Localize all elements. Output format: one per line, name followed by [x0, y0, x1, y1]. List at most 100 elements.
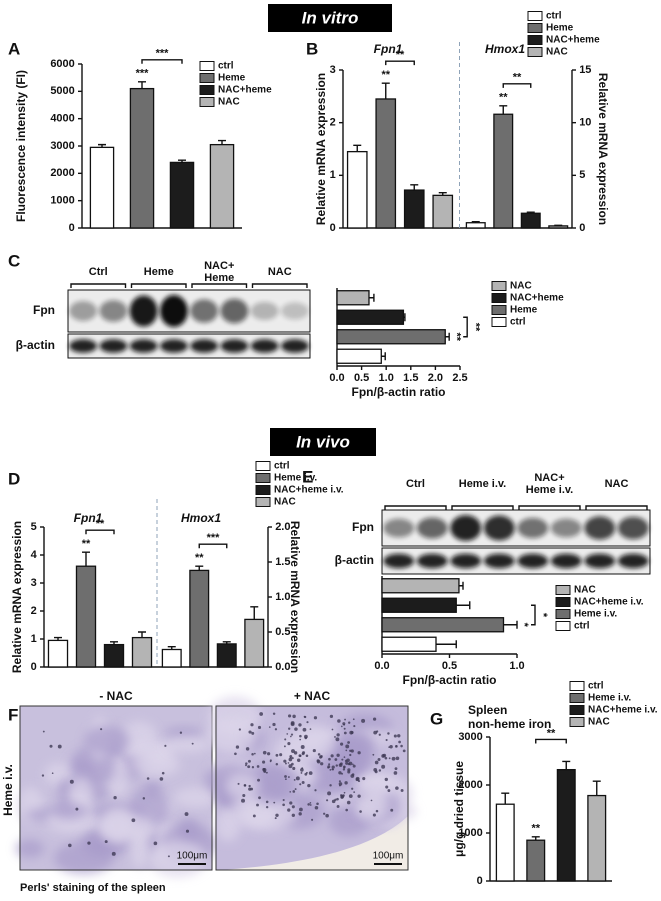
iron-deposit — [245, 764, 247, 767]
iron-deposit — [345, 808, 348, 812]
error-bar — [554, 224, 563, 227]
iron-deposit — [304, 736, 308, 740]
error-bar — [403, 313, 406, 322]
iron-deposit — [393, 734, 397, 738]
significance-label: ** — [499, 92, 508, 104]
error-bar — [410, 184, 419, 191]
iron-deposit — [68, 843, 72, 848]
tissue-texture — [53, 841, 114, 875]
iron-deposit — [352, 763, 354, 766]
y-tick-label: 10 — [579, 117, 591, 129]
legend-label: NAC — [510, 281, 532, 292]
iron-deposit — [361, 718, 366, 723]
iron-deposit — [262, 760, 266, 764]
legend-swatch — [555, 585, 571, 595]
iron-deposit — [287, 762, 290, 764]
blot-row-label: Fpn — [33, 303, 55, 317]
legend-swatch — [491, 281, 507, 291]
blot-band — [550, 553, 582, 569]
iron-deposit — [262, 750, 267, 755]
column-label: + NAC — [294, 689, 331, 703]
iron-deposit — [343, 727, 346, 730]
iron-deposit — [335, 737, 340, 742]
iron-deposit — [289, 801, 293, 805]
iron-deposit — [400, 744, 403, 748]
blot-band — [416, 517, 448, 539]
iron-deposit — [345, 761, 349, 765]
iron-deposit — [237, 782, 240, 785]
iron-deposit — [342, 722, 346, 726]
iron-deposit — [317, 753, 321, 756]
iron-deposit — [353, 725, 356, 728]
iron-deposit — [299, 783, 302, 786]
error-bar — [503, 620, 518, 629]
y-tick-label: 4000 — [50, 113, 74, 125]
bar — [129, 87, 155, 229]
iron-deposit — [265, 805, 269, 809]
iron-deposit — [388, 746, 390, 748]
bar — [216, 643, 237, 668]
significance-label: ** — [96, 518, 105, 530]
legend-swatch — [255, 461, 271, 471]
chart-title: non-heme iron — [468, 717, 551, 731]
tissue-texture — [53, 803, 88, 819]
iron-deposit — [331, 728, 334, 731]
iron-deposit — [299, 807, 303, 812]
y-tick-label: 0 — [69, 222, 75, 234]
bar — [89, 146, 115, 229]
group-label: Hmox1 — [181, 511, 221, 525]
iron-deposit — [390, 808, 394, 812]
iron-deposit — [238, 728, 242, 731]
iron-deposit — [344, 759, 348, 763]
bar — [103, 643, 125, 668]
iron-deposit — [51, 772, 54, 775]
iron-deposit — [253, 752, 256, 755]
lane-label: Heme — [204, 272, 234, 284]
axis-title: Relative mRNA expression — [288, 521, 302, 673]
legend-label: Heme — [510, 305, 538, 316]
iron-deposit — [351, 787, 354, 790]
blot-band — [584, 553, 616, 569]
error-bar — [592, 780, 601, 796]
iron-deposit — [387, 732, 390, 735]
axis-title: μg/g dried tissue — [452, 761, 466, 857]
lane-label: NAC+ — [534, 472, 564, 484]
iron-deposit — [289, 791, 292, 793]
y-tick-label: 4 — [31, 549, 38, 561]
bar — [336, 348, 382, 364]
bar — [381, 617, 505, 633]
iron-deposit — [385, 738, 388, 742]
bar — [526, 839, 546, 882]
iron-deposit — [300, 768, 304, 772]
blot-band — [250, 339, 279, 353]
iron-deposit — [345, 744, 350, 749]
iron-deposit — [382, 753, 387, 758]
iron-deposit — [304, 772, 308, 776]
error-bar — [167, 646, 176, 650]
panel-letter: C — [8, 251, 20, 270]
iron-deposit — [375, 809, 379, 813]
blot-band — [280, 302, 309, 320]
legend-swatch — [569, 693, 585, 703]
error-bar — [458, 581, 464, 590]
y-tick-label: 2000 — [458, 779, 482, 791]
iron-deposit — [146, 777, 150, 780]
row-label: Heme i.v. — [1, 764, 15, 816]
axis-title: Relative mRNA expression — [596, 73, 610, 225]
axis-title: Fpn/β-actin ratio — [352, 385, 446, 399]
iron-deposit — [362, 777, 366, 781]
iron-deposit — [288, 727, 291, 730]
y-tick-label: 1.5 — [275, 556, 290, 568]
iron-deposit — [344, 781, 348, 785]
legend-swatch — [491, 305, 507, 315]
x-tick-label: 0.0 — [374, 660, 389, 672]
iron-deposit — [328, 757, 331, 761]
lane-bracket — [70, 283, 127, 288]
iron-deposit — [395, 786, 399, 790]
iron-deposit — [309, 728, 312, 730]
significance-label: ** — [547, 727, 556, 739]
iron-deposit — [290, 722, 295, 727]
error-bar — [499, 105, 508, 115]
y-tick-label: 2 — [330, 117, 336, 129]
y-tick-label: 0 — [31, 661, 37, 673]
